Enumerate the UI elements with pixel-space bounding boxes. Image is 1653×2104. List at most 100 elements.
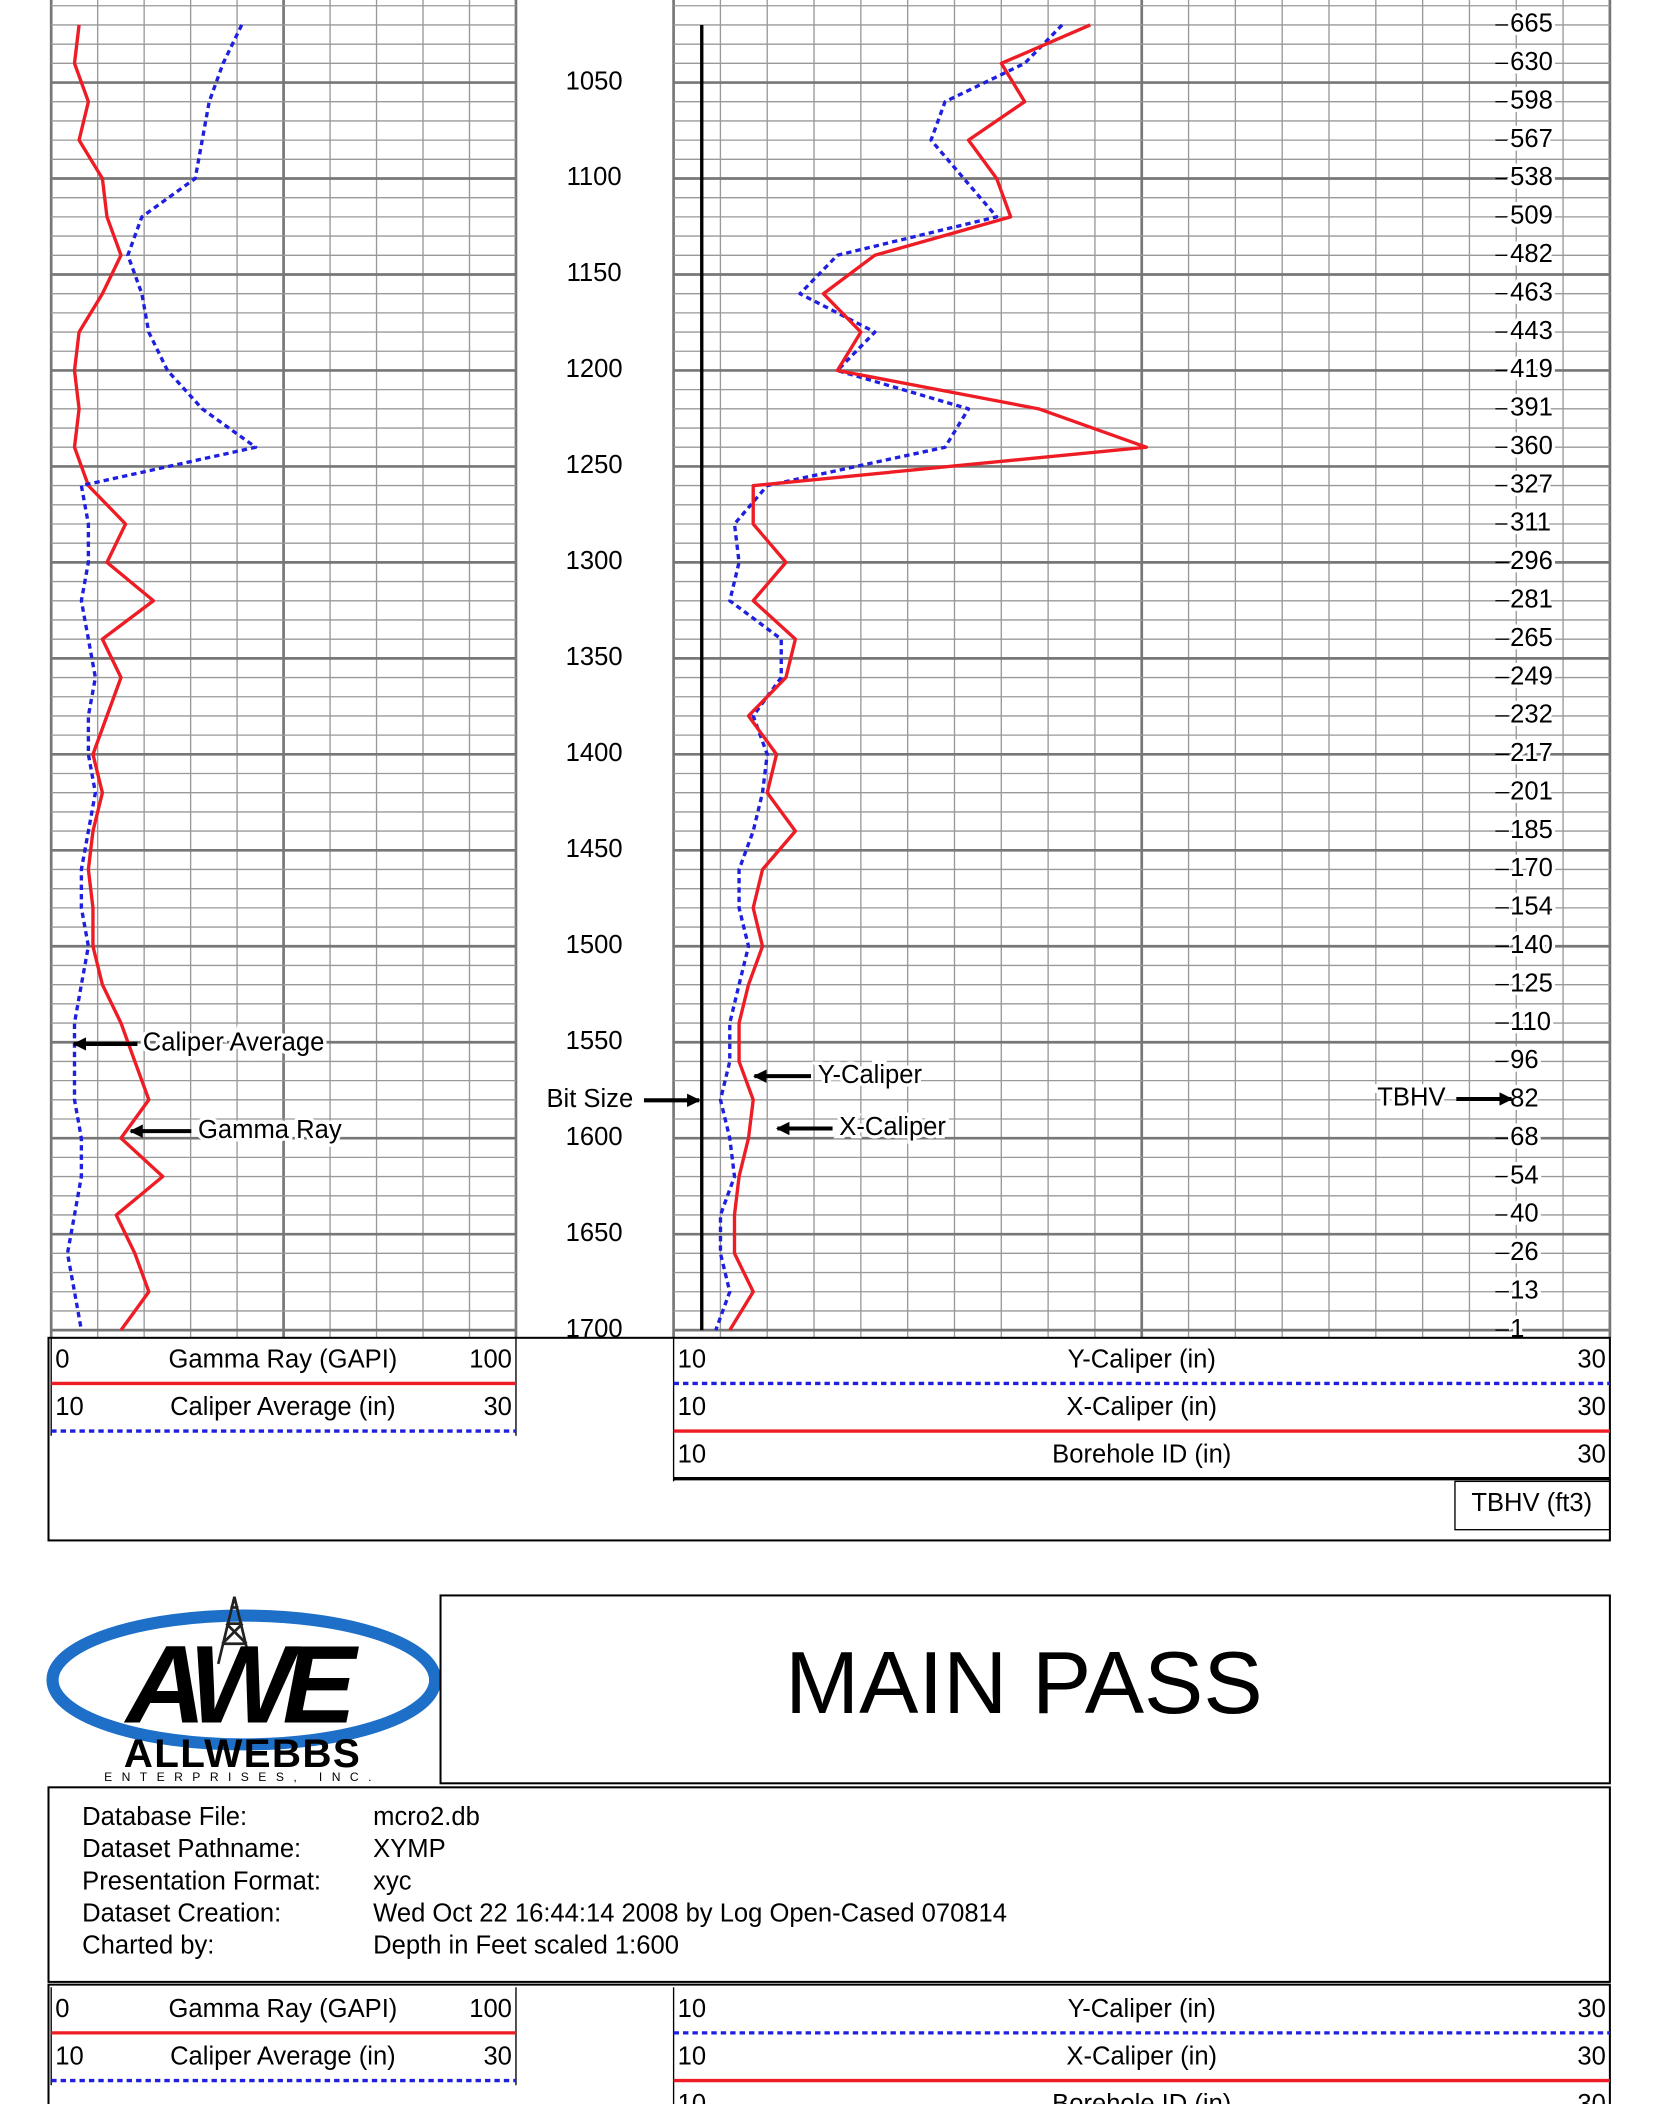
- tbhv-legend-box: [1454, 1480, 1611, 1531]
- depth-label: 1150: [567, 259, 622, 287]
- logo-ring: [46, 1609, 442, 1751]
- annotation: X-Caliper: [839, 1113, 946, 1141]
- depth-label: 1250: [566, 451, 623, 479]
- legend-name: Caliper Average (in): [170, 2042, 396, 2070]
- legend-frame: [47, 1983, 1611, 2104]
- info-label: Database File:: [82, 1803, 247, 1831]
- tbhv-label: 538: [1510, 163, 1553, 191]
- depth-label: 1550: [566, 1027, 623, 1055]
- title: MAIN PASS: [785, 1633, 1263, 1732]
- legend-min: 10: [678, 1345, 706, 1373]
- legend-min: 10: [55, 1393, 83, 1421]
- depth-label: 1650: [566, 1219, 623, 1247]
- legend-name: X-Caliper (in): [1066, 2042, 1217, 2070]
- annotation: TBHV: [1377, 1084, 1445, 1112]
- logo: AWE ALLWEBBS ENTERPRISES, INC.: [46, 1596, 442, 1784]
- logo-derrick: [216, 1596, 252, 1665]
- legend-min: 10: [678, 1441, 706, 1469]
- legend-max: 100: [469, 1995, 512, 2023]
- depth-label: 1350: [566, 643, 623, 671]
- tbhv-label: 360: [1510, 432, 1553, 460]
- tbhv-label: 327: [1510, 470, 1553, 498]
- tbhv-label: 419: [1510, 355, 1553, 383]
- tbhv-label: 54: [1510, 1161, 1538, 1189]
- tbhv-label: 443: [1510, 317, 1553, 345]
- tbhv-label: 201: [1510, 777, 1553, 805]
- annotation: Y-Caliper: [818, 1061, 923, 1089]
- grid: [49, 0, 1612, 1338]
- tbhv-label: 140: [1510, 931, 1553, 959]
- legend-max: 30: [1577, 1441, 1605, 1469]
- legend-max: 100: [469, 1345, 512, 1373]
- tbhv-label: 217: [1510, 739, 1553, 767]
- depth-label: 1050: [566, 67, 623, 95]
- info-value: XYMP: [373, 1835, 446, 1863]
- tbhv-label: 249: [1510, 662, 1553, 690]
- tbhv-label: 482: [1510, 240, 1553, 268]
- legend-min: 10: [678, 1393, 706, 1421]
- legend-max: 30: [483, 1393, 511, 1421]
- info: Database File: mcro2.db Dataset Pathname: X…: [82, 1803, 1007, 1960]
- legend-min: 0: [55, 1995, 69, 2023]
- legend-max: 30: [1577, 1393, 1605, 1421]
- annotation: Gamma Ray: [198, 1116, 342, 1144]
- depth-label: 1400: [566, 739, 623, 767]
- tbhv-label: 509: [1510, 202, 1553, 230]
- tbhv-label: 296: [1510, 547, 1553, 575]
- legend-min: 10: [678, 2090, 706, 2104]
- legend-name: Borehole ID (in): [1052, 1441, 1231, 1469]
- legend-name: Gamma Ray (GAPI): [168, 1345, 397, 1373]
- legend-name: X-Caliper (in): [1066, 1393, 1217, 1421]
- legend-max: 30: [483, 2042, 511, 2070]
- legend-max: 30: [1577, 1995, 1605, 2023]
- legend-name: Caliper Average (in): [170, 1393, 396, 1421]
- info-label: Dataset Pathname:: [82, 1835, 301, 1863]
- tbhv-label: 463: [1510, 278, 1553, 306]
- legend-name: Borehole ID (in): [1052, 2090, 1231, 2104]
- depth-label: 1500: [566, 931, 623, 959]
- legend-name: Gamma Ray (GAPI): [168, 1995, 397, 2023]
- depth-label: 1200: [566, 355, 623, 383]
- legend-max: 30: [1577, 2042, 1605, 2070]
- tbhv-label: 13: [1510, 1277, 1538, 1305]
- info-value: mcro2.db: [373, 1803, 480, 1831]
- tbhv-label: 311: [1510, 509, 1551, 537]
- legend-frame: [47, 1336, 1611, 1542]
- legend-name: Y-Caliper (in): [1068, 1345, 1216, 1373]
- tbhv-label: 232: [1510, 701, 1553, 729]
- annotation: Bit Size: [546, 1085, 633, 1113]
- tbhv-label: 265: [1510, 624, 1553, 652]
- tbhv-label: 154: [1510, 893, 1553, 921]
- legend-max: 30: [1577, 1345, 1605, 1373]
- info-label: Charted by:: [82, 1932, 214, 1960]
- info-box: [47, 1786, 1611, 1983]
- logo-tagline: ENTERPRISES, INC.: [104, 1770, 381, 1784]
- logo-mark: AWE: [123, 1624, 360, 1747]
- info-value: Wed Oct 22 16:44:14 2008 by Log Open-Cas…: [373, 1900, 1007, 1928]
- tbhv-label: 26: [1510, 1238, 1538, 1266]
- info-label: Presentation Format:: [82, 1867, 321, 1895]
- legend-min: 0: [55, 1345, 69, 1373]
- tbhv-legend: TBHV (ft3): [1471, 1489, 1592, 1517]
- tbhv-label: 170: [1510, 854, 1553, 882]
- labels: 1050 1100 1150 1200 1250 1300 1350 1400 1450 1500…: [72, 6, 1556, 1346]
- legend-min: 10: [55, 2042, 83, 2070]
- info-value: xyc: [373, 1867, 412, 1895]
- tbhv-label: 567: [1510, 125, 1553, 153]
- tbhv-label: 96: [1510, 1046, 1538, 1074]
- depth-label: 1450: [566, 835, 623, 863]
- legend-name: Y-Caliper (in): [1068, 1995, 1216, 2023]
- depth-label: 1600: [566, 1123, 623, 1151]
- tbhv-label: 391: [1510, 394, 1553, 422]
- tbhv-label: 185: [1510, 816, 1553, 844]
- tbhv-label: 665: [1510, 10, 1553, 38]
- tbhv-label: 82: [1510, 1085, 1538, 1113]
- tbhv-label: 598: [1510, 87, 1553, 115]
- curve: [72, 24, 165, 1332]
- curve: [728, 23, 1149, 1332]
- annotation: Caliper Average: [143, 1029, 325, 1057]
- info-value: Depth in Feet scaled 1:600: [373, 1932, 679, 1960]
- curve: [714, 23, 1064, 1331]
